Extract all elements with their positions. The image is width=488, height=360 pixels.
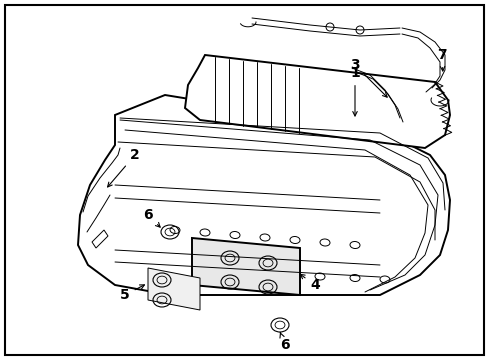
- Text: 1: 1: [349, 66, 359, 116]
- Text: 6: 6: [280, 333, 289, 352]
- Text: 6: 6: [143, 208, 160, 227]
- Text: 5: 5: [120, 285, 144, 302]
- Polygon shape: [78, 95, 449, 295]
- Text: 4: 4: [300, 274, 319, 292]
- Polygon shape: [192, 238, 299, 295]
- Text: 3: 3: [349, 58, 386, 97]
- Text: 7: 7: [436, 48, 446, 71]
- Polygon shape: [148, 268, 200, 310]
- Polygon shape: [184, 55, 449, 148]
- Text: 2: 2: [107, 148, 140, 187]
